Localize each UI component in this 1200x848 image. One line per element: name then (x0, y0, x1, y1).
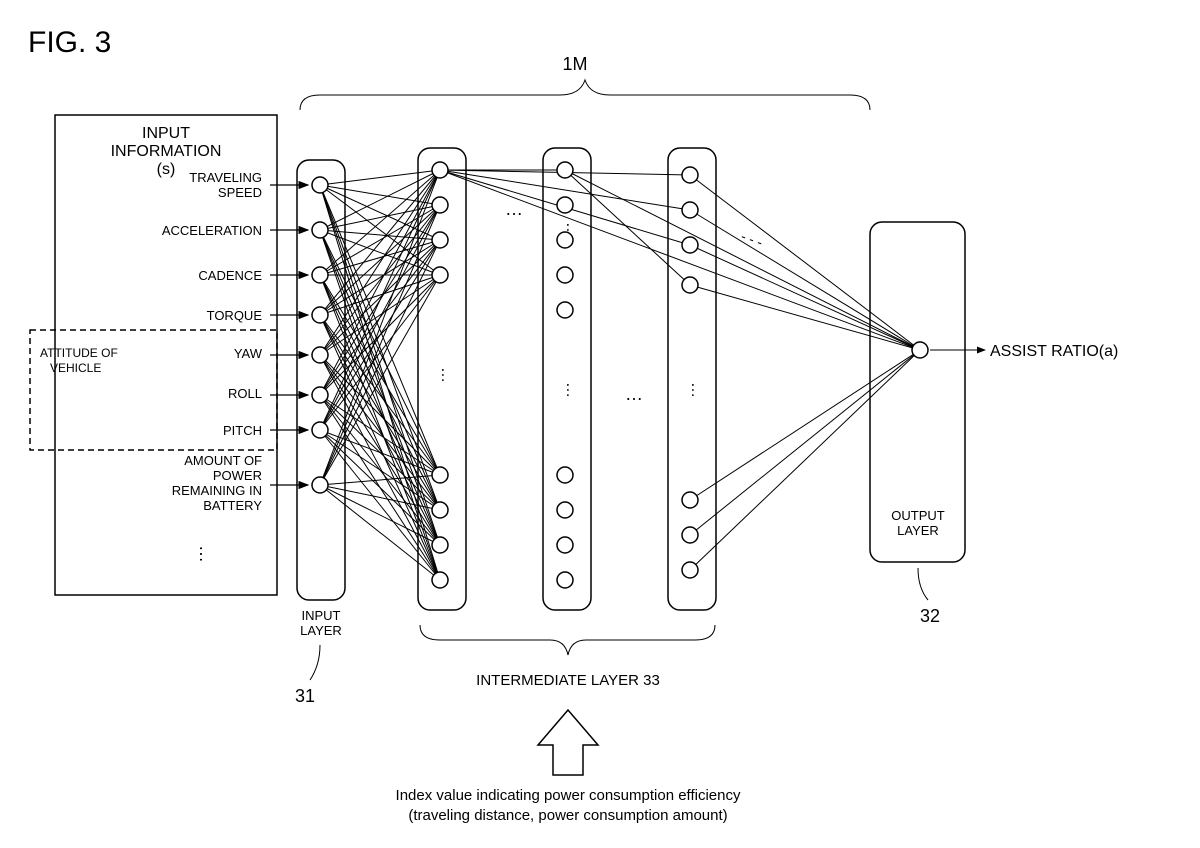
item-accel: ACCELERATION (162, 223, 262, 238)
input-layer-label2: LAYER (300, 623, 342, 638)
top-label: 1M (562, 54, 587, 74)
ref32-line (918, 568, 928, 600)
item-travel2: SPEED (218, 185, 262, 200)
output-text: ASSIST RATIO(a) (990, 343, 1118, 360)
input-items: TRAVELING SPEED ACCELERATION CADENCE TOR… (162, 170, 263, 563)
intermediate-label: INTERMEDIATE LAYER 33 (476, 672, 660, 689)
item-batt1: AMOUNT OF (184, 453, 262, 468)
attitude-label-2: VEHICLE (50, 361, 101, 375)
ref31: 31 (295, 686, 315, 706)
input-arrows (270, 185, 308, 485)
item-ellipsis: … (196, 545, 216, 563)
ref31-line (310, 645, 320, 680)
diagram-svg: FIG. 3 1M INPUT INFORMATION (s) ATTITUDE… (0, 0, 1200, 848)
input-info-title2: INFORMATION (111, 143, 222, 160)
intermediate-brace (420, 625, 715, 655)
svg-text:…: … (563, 382, 580, 398)
output-layer-label1: OUTPUT (891, 508, 945, 523)
input-info-title1: INPUT (142, 125, 190, 142)
item-batt4: BATTERY (203, 498, 262, 513)
item-cadence: CADENCE (198, 268, 262, 283)
edges (320, 170, 920, 580)
dots-h1h2: … (505, 199, 523, 219)
top-brace (300, 80, 870, 110)
input-info-title3: (s) (157, 161, 176, 178)
ref32: 32 (920, 606, 940, 626)
figure-label: FIG. 3 (28, 26, 111, 59)
dash-topright: - - - (739, 228, 765, 251)
svg-text:…: … (688, 382, 705, 398)
item-travel1: TRAVELING (189, 170, 262, 185)
attitude-label-1: ATTITUDE OF (40, 346, 118, 360)
output-layer-label2: LAYER (897, 523, 939, 538)
svg-text:…: … (438, 367, 455, 383)
item-batt3: REMAINING IN (172, 483, 262, 498)
item-pitch: PITCH (223, 423, 262, 438)
item-roll: ROLL (228, 386, 262, 401)
bottom-text1: Index value indicating power consumption… (396, 787, 741, 804)
item-torque: TORQUE (207, 308, 263, 323)
input-layer-label1: INPUT (302, 608, 341, 623)
up-arrow-icon (538, 710, 598, 775)
item-yaw: YAW (234, 346, 263, 361)
item-batt2: POWER (213, 468, 262, 483)
bottom-text2: (traveling distance, power consumption a… (408, 807, 727, 824)
dots-h2h3: … (625, 384, 643, 404)
